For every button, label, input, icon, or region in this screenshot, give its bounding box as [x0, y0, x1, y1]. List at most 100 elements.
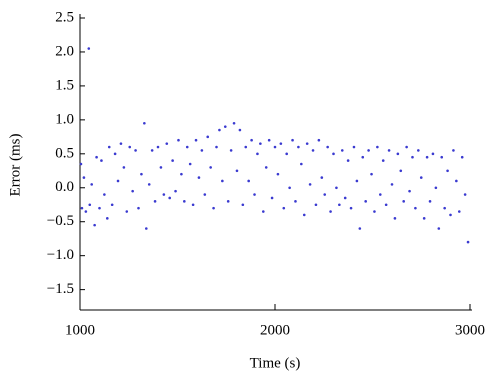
point: [300, 162, 303, 166]
point: [226, 200, 230, 203]
point: [443, 206, 446, 210]
point: [408, 189, 411, 193]
point: [396, 152, 400, 156]
point: [449, 213, 452, 217]
point: [285, 152, 289, 156]
point: [253, 193, 256, 196]
point: [235, 169, 239, 173]
point: [79, 162, 83, 166]
point: [140, 172, 143, 176]
point: [168, 196, 171, 200]
point: [88, 203, 92, 207]
point: [159, 166, 163, 169]
point: [460, 155, 464, 159]
point: [80, 206, 84, 210]
y-axis-label: Error (ms): [7, 134, 23, 197]
point: [390, 183, 394, 186]
point: [119, 142, 123, 145]
point: [147, 183, 151, 186]
point: [128, 145, 132, 149]
point: [379, 193, 382, 196]
point: [317, 138, 321, 142]
point: [405, 145, 408, 149]
point: [329, 210, 332, 213]
point: [180, 172, 183, 176]
point: [294, 200, 297, 203]
point: [361, 155, 365, 159]
point: [262, 210, 265, 213]
point: [250, 138, 253, 142]
y-tick-label: −1.5: [47, 281, 74, 297]
point: [364, 200, 367, 203]
point: [352, 145, 356, 149]
point: [414, 206, 417, 210]
point: [264, 166, 268, 169]
point: [218, 128, 221, 132]
point: [247, 179, 250, 183]
point: [279, 142, 283, 145]
y-tick-label: 1.0: [55, 111, 74, 127]
point: [393, 217, 397, 220]
point: [203, 193, 207, 196]
point: [82, 176, 86, 179]
point: [122, 166, 126, 169]
point: [346, 159, 350, 162]
point: [191, 203, 195, 207]
point: [267, 138, 271, 142]
point: [259, 142, 262, 145]
point: [305, 142, 309, 145]
point: [297, 145, 300, 149]
point: [355, 179, 359, 183]
point: [452, 149, 455, 152]
point: [84, 210, 88, 213]
point: [381, 159, 385, 162]
point: [431, 152, 435, 156]
point: [177, 138, 180, 142]
y-tick-label: −1.0: [47, 247, 74, 263]
point: [417, 149, 420, 152]
point: [411, 155, 414, 159]
point: [87, 47, 91, 50]
point: [387, 149, 391, 152]
point: [145, 227, 148, 230]
point: [308, 183, 312, 186]
point: [335, 186, 338, 190]
point: [323, 193, 327, 196]
point: [131, 189, 134, 193]
point: [103, 193, 106, 196]
y-tick-label: 2.5: [55, 9, 74, 25]
point: [311, 149, 315, 152]
point: [373, 210, 376, 213]
x-axis-label: Time (s): [250, 355, 301, 371]
point: [399, 169, 403, 173]
point: [463, 193, 467, 196]
point: [194, 138, 198, 142]
point: [457, 210, 461, 213]
point: [367, 149, 370, 152]
point: [440, 155, 444, 159]
y-tick-label: 0.0: [55, 179, 74, 195]
point: [340, 149, 344, 152]
point: [107, 145, 111, 149]
point: [156, 145, 160, 149]
point: [338, 203, 341, 207]
point: [212, 206, 215, 210]
point: [100, 159, 103, 162]
point: [419, 176, 423, 179]
point: [171, 159, 174, 162]
point: [143, 121, 146, 125]
point: [113, 152, 117, 156]
point: [244, 145, 248, 149]
point: [276, 172, 280, 176]
point: [229, 149, 233, 152]
point: [150, 149, 154, 152]
x-tick-label: 2000: [260, 322, 290, 338]
point: [256, 152, 259, 156]
point: [185, 145, 189, 149]
point: [188, 162, 192, 166]
point: [302, 213, 306, 217]
point: [422, 217, 426, 220]
point: [200, 149, 204, 152]
point: [162, 193, 166, 196]
